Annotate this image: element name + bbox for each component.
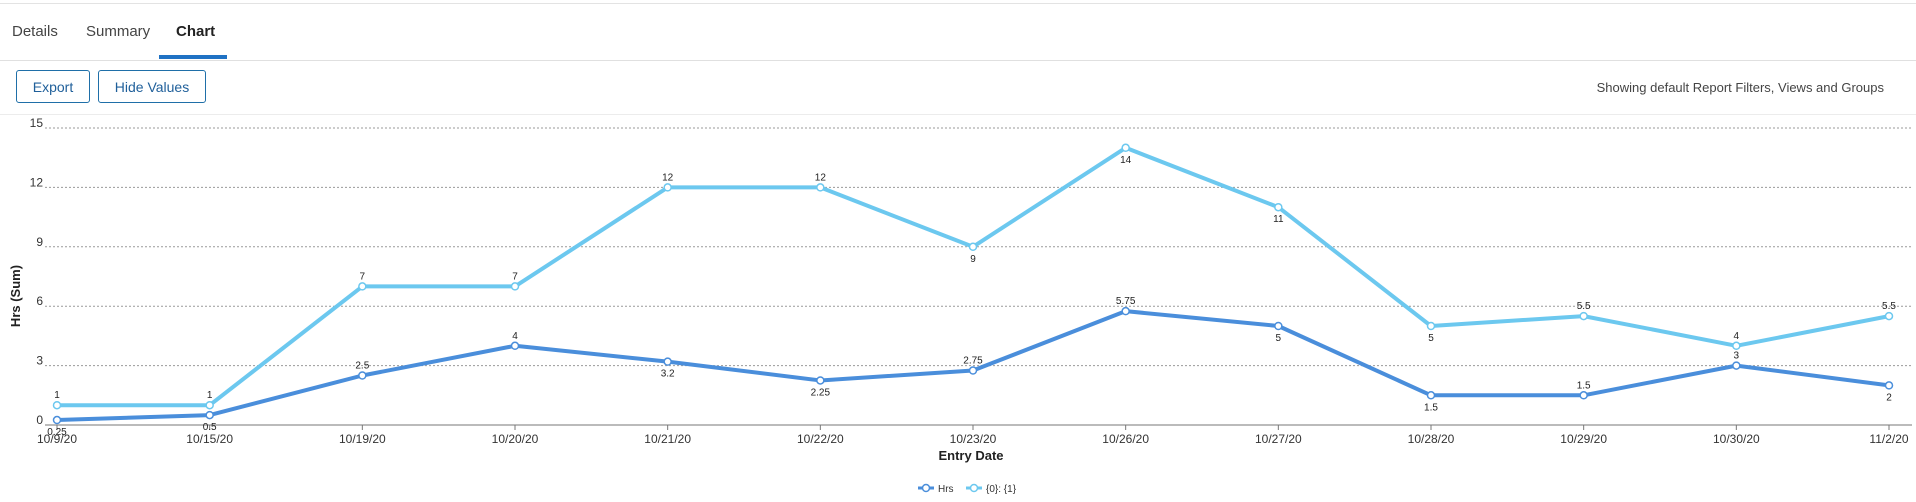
legend-swatch-marker	[921, 483, 931, 493]
export-button[interactable]: Export	[16, 70, 90, 103]
data-point[interactable]	[816, 376, 825, 385]
legend: Hrs {0}: {1}	[918, 483, 1017, 495]
data-label: 2	[1886, 392, 1892, 403]
legend-label[interactable]: {0}: {1}	[986, 484, 1017, 495]
x-axis-title: Entry Date	[938, 448, 1003, 463]
data-point[interactable]	[358, 282, 367, 291]
data-point[interactable]	[1579, 311, 1588, 321]
data-point[interactable]	[358, 371, 367, 380]
x-tick-label: 10/30/20	[1713, 432, 1760, 446]
data-label: 7	[512, 271, 518, 282]
data-label: 12	[662, 172, 674, 183]
data-point[interactable]	[663, 183, 672, 192]
x-tick-label: 10/23/20	[950, 432, 997, 446]
tab-summary[interactable]: Summary	[86, 23, 151, 40]
data-point[interactable]	[968, 242, 978, 252]
data-point[interactable]	[1426, 321, 1436, 331]
y-tick-label: 6	[36, 294, 43, 308]
y-tick-label: 3	[36, 354, 43, 368]
data-label: 5	[1276, 333, 1282, 344]
data-label: 5	[1428, 333, 1434, 344]
x-tick-label: 10/9/20	[37, 432, 77, 446]
x-tick-label: 11/2/20	[1869, 432, 1908, 446]
data-point[interactable]	[1426, 391, 1436, 400]
filters-status-text: Showing default Report Filters, Views an…	[1596, 80, 1884, 95]
data-label: 3.2	[661, 369, 675, 380]
data-label: 2.5	[355, 361, 369, 372]
x-tick-label: 10/15/20	[186, 432, 233, 446]
x-tick-label: 10/27/20	[1255, 432, 1302, 446]
y-tick-label: 12	[30, 175, 44, 189]
data-label: 14	[1120, 155, 1132, 166]
data-point[interactable]	[1732, 361, 1741, 370]
tab-details[interactable]: Details	[12, 23, 58, 40]
data-label: 5.5	[1882, 301, 1896, 312]
data-label: 5.75	[1116, 296, 1136, 307]
grid-lines	[45, 127, 1912, 426]
data-label: 1	[207, 390, 213, 401]
data-point[interactable]	[968, 366, 978, 375]
x-tick-label: 10/28/20	[1408, 432, 1455, 446]
data-point[interactable]	[663, 357, 672, 366]
series-lines	[52, 143, 1894, 425]
data-label: 1.5	[1424, 402, 1438, 413]
y-axis-title: Hrs (Sum)	[8, 265, 23, 327]
data-point[interactable]	[1274, 202, 1283, 212]
data-point[interactable]	[816, 183, 825, 192]
top-border	[0, 3, 1916, 4]
tab-chart[interactable]: Chart	[176, 23, 216, 40]
data-label: 3	[1734, 351, 1740, 362]
legend-label[interactable]: Hrs	[938, 484, 954, 495]
y-tick-label: 15	[30, 116, 44, 130]
x-tick-label: 10/22/20	[797, 432, 844, 446]
data-point[interactable]	[1884, 311, 1894, 321]
data-point[interactable]	[205, 410, 214, 420]
y-tick-label: 0	[36, 413, 43, 427]
data-label: 0.25	[47, 427, 67, 438]
data-label: 4	[1734, 331, 1740, 342]
data-label: 1	[54, 390, 60, 401]
data-label: 4	[512, 331, 518, 342]
data-point[interactable]	[510, 341, 520, 351]
data-label: 9	[970, 254, 976, 265]
active-tab-indicator	[159, 55, 227, 59]
data-label: 1.5	[1577, 380, 1591, 391]
data-label: 11	[1273, 214, 1284, 225]
data-point[interactable]	[205, 400, 214, 410]
data-label: 0.5	[203, 422, 217, 433]
data-label: 12	[815, 172, 827, 183]
data-label: 7	[360, 271, 366, 282]
data-point[interactable]	[1121, 143, 1130, 153]
x-tick-label: 10/20/20	[492, 432, 539, 446]
data-point[interactable]	[1884, 381, 1894, 390]
data-point[interactable]	[52, 415, 62, 425]
x-tick-label: 10/29/20	[1560, 432, 1607, 446]
x-tick-label: 10/26/20	[1102, 432, 1149, 446]
tab-bar: Details Summary Chart	[0, 5, 1916, 61]
y-tick-label: 9	[36, 235, 43, 249]
data-point[interactable]	[1579, 391, 1588, 400]
data-point[interactable]	[52, 400, 62, 410]
data-point[interactable]	[1274, 321, 1283, 331]
data-point[interactable]	[1121, 306, 1130, 316]
data-label: 5.5	[1577, 301, 1591, 312]
hide-values-button[interactable]: Hide Values	[98, 70, 206, 103]
data-label: 2.25	[811, 387, 831, 398]
toolbar-divider	[0, 114, 1916, 115]
x-tick-label: 10/21/20	[644, 432, 691, 446]
data-point[interactable]	[510, 282, 520, 291]
data-label: 2.75	[963, 356, 983, 367]
x-tick-label: 10/19/20	[339, 432, 386, 446]
data-point[interactable]	[1732, 341, 1741, 351]
legend-swatch-marker	[969, 483, 979, 493]
